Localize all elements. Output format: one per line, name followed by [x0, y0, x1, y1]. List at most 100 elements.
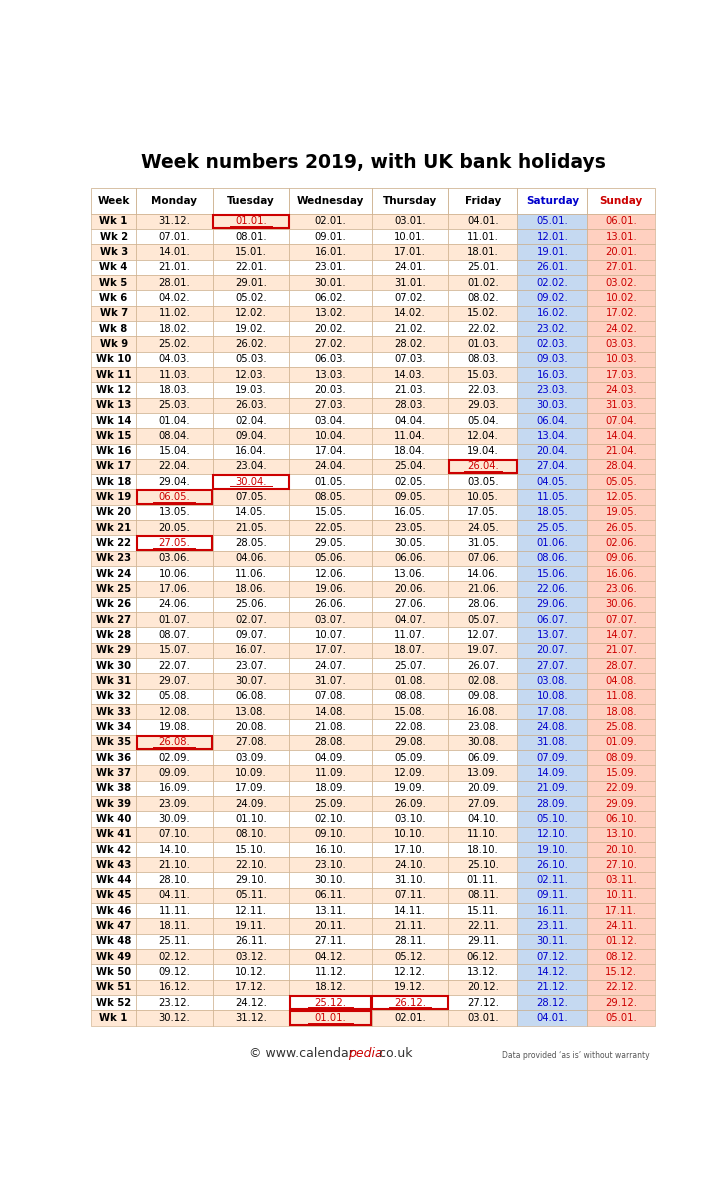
FancyBboxPatch shape: [136, 382, 213, 397]
Text: 28.10.: 28.10.: [159, 875, 190, 885]
Text: 07.12.: 07.12.: [537, 952, 569, 961]
Text: 03.06.: 03.06.: [159, 553, 190, 564]
Text: 15.08.: 15.08.: [394, 706, 426, 717]
Text: 15.06.: 15.06.: [537, 569, 569, 578]
FancyBboxPatch shape: [372, 444, 448, 458]
Text: 19.08.: 19.08.: [159, 722, 190, 731]
Text: 11.09.: 11.09.: [314, 768, 347, 778]
FancyBboxPatch shape: [289, 841, 372, 857]
Text: 06.10.: 06.10.: [606, 814, 637, 824]
FancyBboxPatch shape: [372, 841, 448, 857]
FancyBboxPatch shape: [372, 244, 448, 260]
FancyBboxPatch shape: [136, 688, 213, 704]
FancyBboxPatch shape: [448, 582, 518, 597]
FancyBboxPatch shape: [136, 474, 213, 490]
FancyBboxPatch shape: [448, 413, 518, 429]
FancyBboxPatch shape: [518, 612, 587, 627]
FancyBboxPatch shape: [372, 521, 448, 535]
FancyBboxPatch shape: [213, 214, 289, 229]
FancyBboxPatch shape: [213, 949, 289, 965]
FancyBboxPatch shape: [213, 367, 289, 382]
FancyBboxPatch shape: [518, 229, 587, 244]
FancyBboxPatch shape: [372, 305, 448, 321]
Text: 03.04.: 03.04.: [314, 415, 347, 425]
FancyBboxPatch shape: [136, 229, 213, 244]
Text: 18.06.: 18.06.: [235, 584, 266, 594]
FancyBboxPatch shape: [587, 382, 655, 397]
FancyBboxPatch shape: [136, 188, 213, 214]
FancyBboxPatch shape: [213, 780, 289, 796]
FancyBboxPatch shape: [518, 965, 587, 979]
FancyBboxPatch shape: [91, 979, 136, 995]
Text: Wk 10: Wk 10: [96, 354, 131, 364]
FancyBboxPatch shape: [289, 275, 372, 291]
Text: 30.07.: 30.07.: [235, 676, 266, 686]
Text: Wk 18: Wk 18: [96, 476, 131, 487]
Text: 05.11.: 05.11.: [235, 891, 266, 900]
Text: 05.09.: 05.09.: [394, 753, 426, 762]
FancyBboxPatch shape: [91, 643, 136, 658]
FancyBboxPatch shape: [518, 873, 587, 888]
FancyBboxPatch shape: [91, 812, 136, 826]
Text: 06.05.: 06.05.: [159, 492, 190, 502]
FancyBboxPatch shape: [136, 857, 213, 873]
Text: Wk 48: Wk 48: [96, 936, 131, 947]
FancyBboxPatch shape: [448, 934, 518, 949]
FancyBboxPatch shape: [448, 382, 518, 397]
FancyBboxPatch shape: [448, 704, 518, 719]
Text: Wk 16: Wk 16: [96, 446, 131, 456]
Text: 05.01.: 05.01.: [537, 217, 569, 226]
Text: 23.04.: 23.04.: [235, 462, 266, 472]
Text: 14.05.: 14.05.: [235, 508, 266, 517]
FancyBboxPatch shape: [372, 551, 448, 566]
Text: 02.06.: 02.06.: [606, 539, 637, 548]
Text: 12.04.: 12.04.: [467, 431, 499, 440]
Text: 07.07.: 07.07.: [606, 615, 637, 625]
Text: 23.02.: 23.02.: [537, 323, 569, 334]
FancyBboxPatch shape: [213, 490, 289, 505]
Text: 18.07.: 18.07.: [394, 645, 426, 655]
Text: 14.11.: 14.11.: [394, 906, 426, 916]
Text: 24.11.: 24.11.: [606, 922, 637, 931]
Text: 24.12.: 24.12.: [235, 998, 266, 1008]
Text: 23.06.: 23.06.: [606, 584, 637, 594]
Text: 25.09.: 25.09.: [314, 798, 347, 808]
Text: 31.12.: 31.12.: [159, 217, 190, 226]
FancyBboxPatch shape: [587, 979, 655, 995]
FancyBboxPatch shape: [289, 305, 372, 321]
FancyBboxPatch shape: [372, 688, 448, 704]
FancyBboxPatch shape: [136, 658, 213, 674]
Text: 18.02.: 18.02.: [159, 323, 190, 334]
Text: 28.11.: 28.11.: [394, 936, 426, 947]
FancyBboxPatch shape: [91, 918, 136, 934]
Text: 26.06.: 26.06.: [314, 600, 347, 609]
Text: 21.10.: 21.10.: [159, 859, 190, 870]
FancyBboxPatch shape: [372, 873, 448, 888]
Text: 07.01.: 07.01.: [159, 232, 190, 242]
FancyBboxPatch shape: [587, 826, 655, 841]
Text: 16.05.: 16.05.: [394, 508, 426, 517]
Text: 12.07.: 12.07.: [467, 630, 499, 640]
Text: 08.04.: 08.04.: [159, 431, 190, 440]
Text: 16.02.: 16.02.: [537, 309, 569, 318]
Text: 26.10.: 26.10.: [537, 859, 569, 870]
FancyBboxPatch shape: [289, 214, 372, 229]
FancyBboxPatch shape: [372, 934, 448, 949]
FancyBboxPatch shape: [448, 812, 518, 826]
Text: 04.07.: 04.07.: [395, 615, 426, 625]
FancyBboxPatch shape: [213, 841, 289, 857]
FancyBboxPatch shape: [213, 382, 289, 397]
FancyBboxPatch shape: [136, 841, 213, 857]
Text: 08.02.: 08.02.: [467, 293, 499, 303]
FancyBboxPatch shape: [213, 658, 289, 674]
Text: 05.05.: 05.05.: [606, 476, 637, 487]
Text: 17.06.: 17.06.: [159, 584, 190, 594]
FancyBboxPatch shape: [372, 643, 448, 658]
FancyBboxPatch shape: [213, 474, 289, 490]
FancyBboxPatch shape: [372, 674, 448, 688]
FancyBboxPatch shape: [213, 429, 289, 444]
FancyBboxPatch shape: [448, 275, 518, 291]
Text: 08.09.: 08.09.: [606, 753, 637, 762]
Text: 24.01.: 24.01.: [394, 262, 426, 272]
Text: 25.01.: 25.01.: [467, 262, 499, 272]
